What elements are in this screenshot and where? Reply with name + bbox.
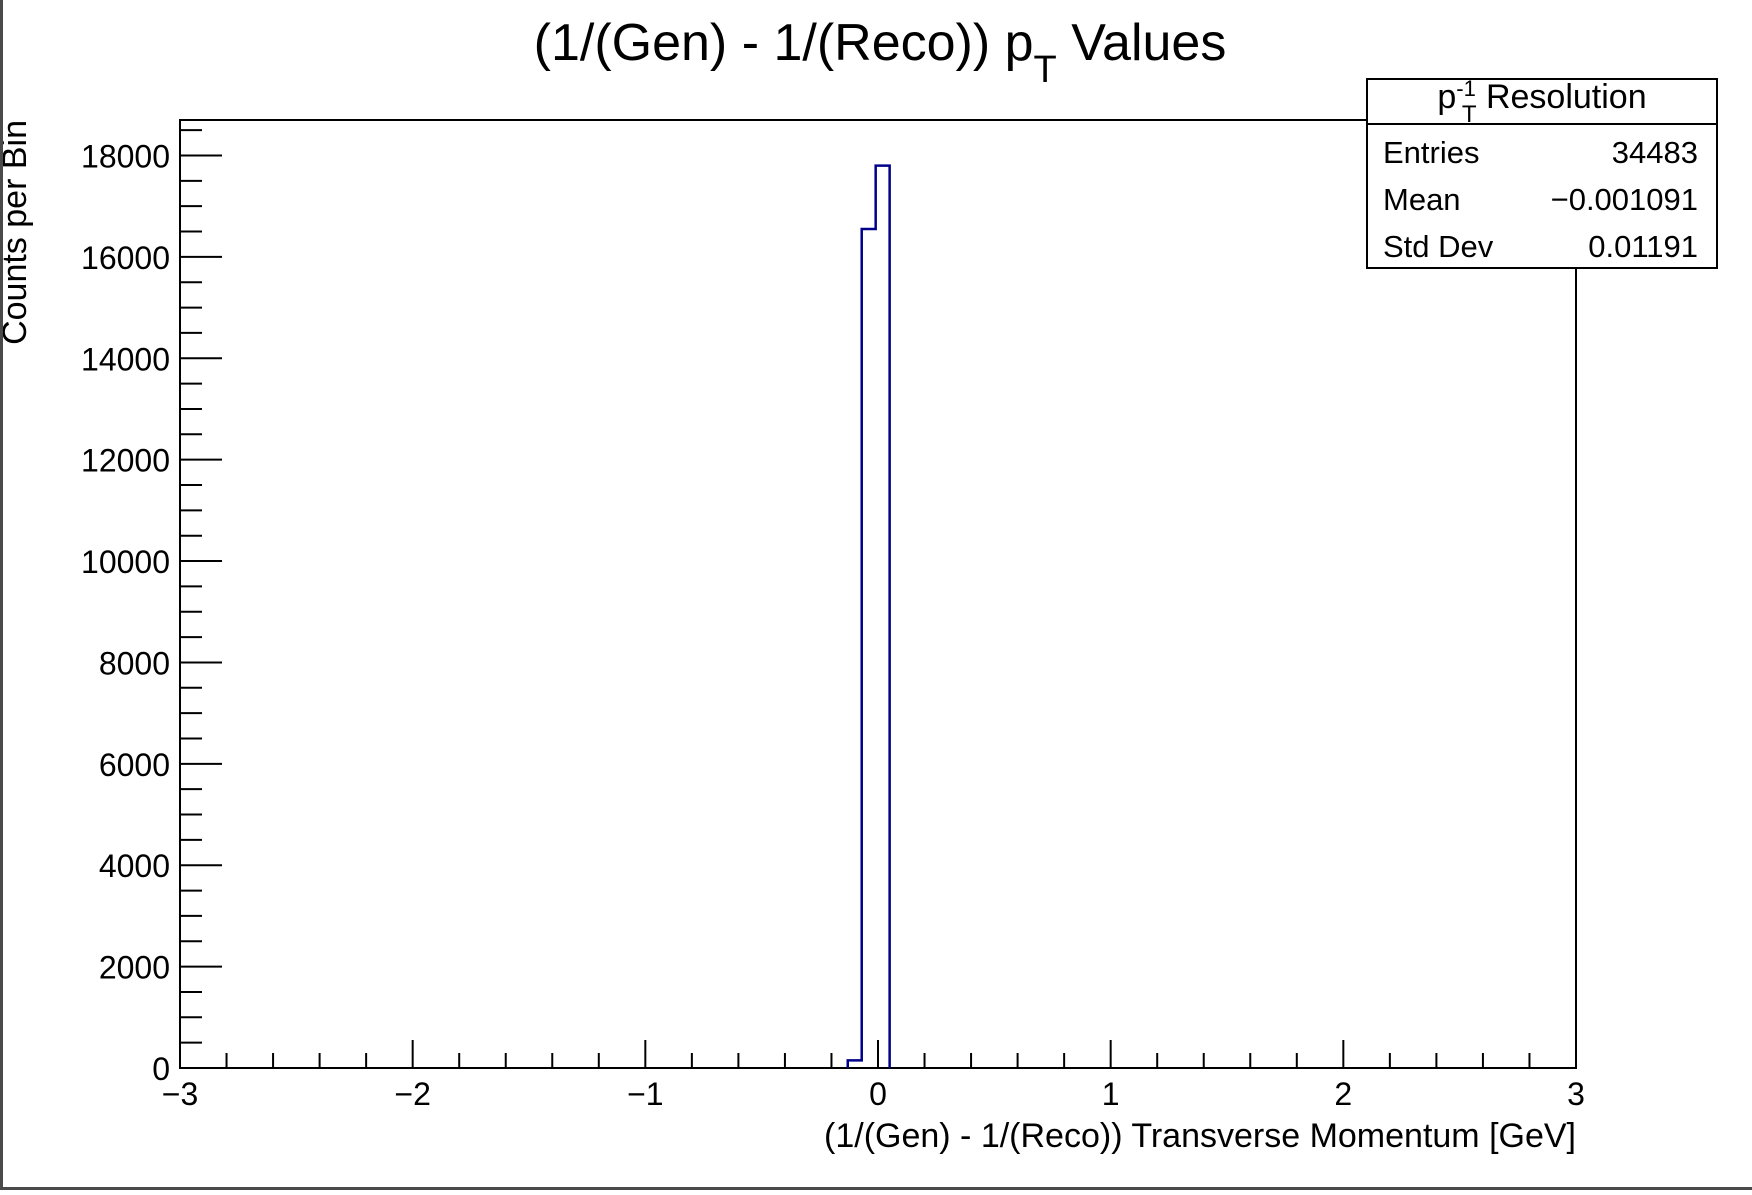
stats-entries-label: Entries	[1383, 135, 1479, 170]
stats-stddev-label: Std Dev	[1383, 229, 1494, 264]
y-tick-label: 2000	[99, 950, 170, 986]
stats-entries-value: 34483	[1612, 135, 1698, 170]
y-tick-label: 14000	[81, 341, 170, 377]
x-tick-label: 2	[1334, 1076, 1352, 1112]
x-axis-label: (1/(Gen) - 1/(Reco)) Transverse Momentum…	[824, 1117, 1576, 1155]
histogram-bin	[876, 166, 890, 1068]
y-axis-label: Counts per Bin	[0, 120, 34, 345]
window-border-bottom	[0, 1187, 1752, 1190]
x-tick-label: 0	[869, 1076, 887, 1112]
x-axis-ticks: −3 −2 −1 0 1 2 3	[162, 1040, 1585, 1112]
stats-mean-label: Mean	[1383, 182, 1461, 217]
chart-title-subscript: T	[1034, 49, 1057, 91]
y-tick-label: 4000	[99, 848, 170, 884]
chart-title: (1/(Gen) - 1/(Reco)) pT Values	[534, 14, 1227, 91]
window-border-left	[0, 0, 3, 1190]
y-tick-label: 10000	[81, 544, 170, 580]
chart-title-tail: Values	[1057, 14, 1227, 72]
histogram-bins	[846, 164, 891, 1068]
stats-title-subscript: T	[1462, 101, 1477, 128]
y-tick-label: 16000	[81, 240, 170, 276]
stats-title-tail: Resolution	[1477, 78, 1647, 116]
x-tick-label: 3	[1567, 1076, 1585, 1112]
stats-mean-value: −0.001091	[1551, 182, 1698, 217]
stats-box: p-1 T Resolution Entries 34483 Mean −0.00…	[1366, 76, 1718, 269]
y-tick-label: 0	[152, 1051, 170, 1087]
y-tick-label: 18000	[81, 138, 170, 174]
x-tick-label: −3	[162, 1076, 198, 1112]
x-tick-label: −2	[394, 1076, 430, 1112]
y-tick-label: 12000	[81, 443, 170, 479]
stats-box-frame	[1366, 78, 1718, 269]
y-axis-ticks: 0 2000 4000 6000 8000 10000 12000 14000 16000 180…	[81, 129, 222, 1087]
x-tick-label: −1	[627, 1076, 663, 1112]
stats-box-title: p-1 T Resolution	[1437, 76, 1646, 128]
histogram-bin	[862, 229, 876, 1068]
stats-title-superscript: -1	[1456, 76, 1476, 101]
histogram-outline	[846, 164, 891, 1068]
chart-title-main: (1/(Gen) - 1/(Reco)) p	[534, 14, 1034, 72]
stats-stddev-value: 0.01191	[1588, 229, 1698, 264]
y-tick-label: 8000	[99, 645, 170, 681]
y-tick-label: 6000	[99, 747, 170, 783]
stats-title-main: p	[1437, 78, 1456, 116]
x-tick-label: 1	[1102, 1076, 1120, 1112]
